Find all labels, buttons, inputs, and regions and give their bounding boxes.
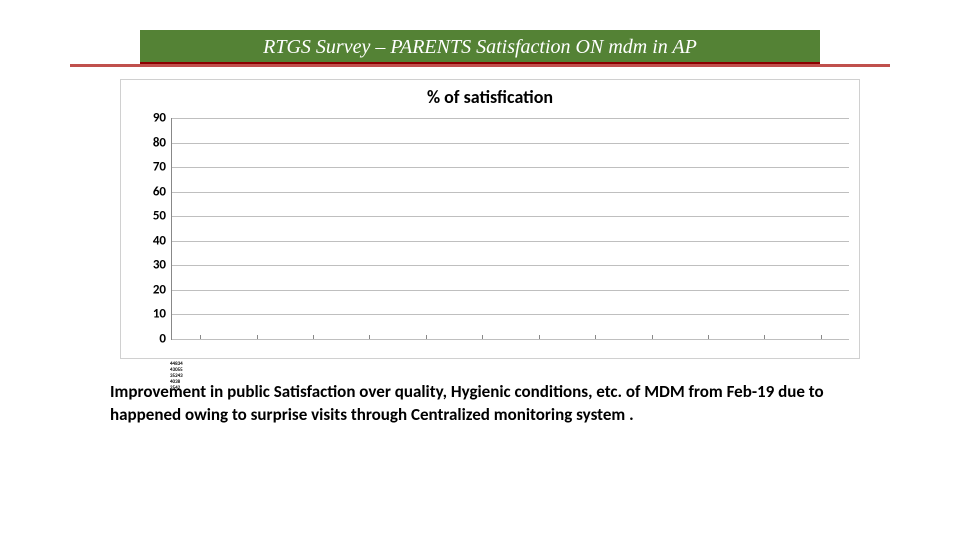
x-tick — [200, 335, 201, 339]
x-tick — [539, 335, 540, 339]
chart-plot-area: 0102030405060708090 — [171, 118, 849, 340]
x-tick — [764, 335, 765, 339]
x-tick — [313, 335, 314, 339]
x-tick — [821, 335, 822, 339]
gridline — [172, 314, 849, 315]
stack-row: 2542 — [170, 385, 183, 391]
gridline — [172, 216, 849, 217]
y-axis-label: 30 — [153, 258, 172, 273]
gridline — [172, 192, 849, 193]
x-axis-data-stack: 44834430553524340382542 — [170, 361, 183, 391]
gridline — [172, 167, 849, 168]
gridline — [172, 290, 849, 291]
y-axis-label: 40 — [153, 233, 172, 248]
y-axis-label: 0 — [159, 332, 172, 347]
gridline — [172, 265, 849, 266]
x-tick — [369, 335, 370, 339]
gridline — [172, 118, 849, 119]
y-axis-label: 50 — [153, 209, 172, 224]
caption-text: Improvement in public Satisfaction over … — [110, 381, 850, 427]
x-tick — [257, 335, 258, 339]
gridline — [172, 339, 849, 340]
x-tick — [482, 335, 483, 339]
gridline — [172, 241, 849, 242]
page-title: RTGS Survey – PARENTS Satisfaction ON md… — [140, 30, 820, 64]
x-tick — [426, 335, 427, 339]
y-axis-label: 90 — [153, 111, 172, 126]
y-axis-label: 20 — [153, 282, 172, 297]
y-axis-label: 70 — [153, 160, 172, 175]
title-rule — [70, 64, 890, 67]
satisfaction-chart: % of satisfication 0102030405060708090 — [120, 79, 860, 359]
gridline — [172, 143, 849, 144]
x-tick — [595, 335, 596, 339]
y-axis-label: 10 — [153, 307, 172, 322]
x-tick — [708, 335, 709, 339]
chart-title: % of satisfication — [121, 80, 859, 110]
y-axis-label: 60 — [153, 184, 172, 199]
x-tick — [652, 335, 653, 339]
y-axis-label: 80 — [153, 135, 172, 150]
